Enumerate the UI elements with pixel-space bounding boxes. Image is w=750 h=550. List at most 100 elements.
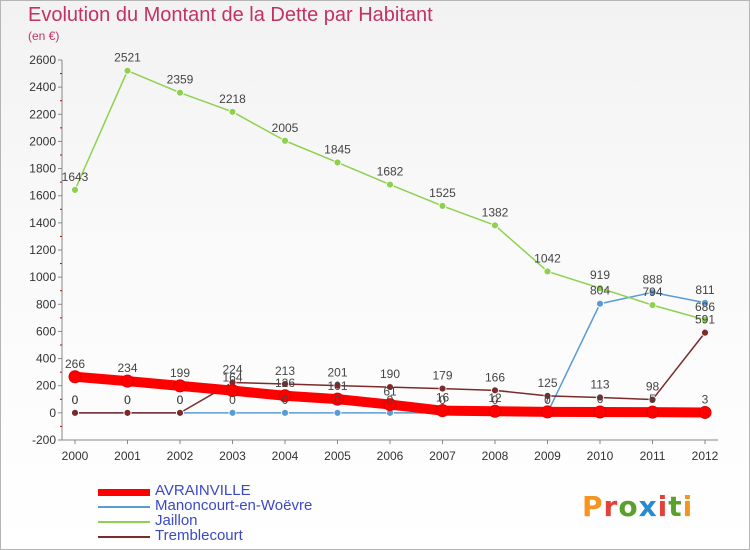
chart-title: Evolution du Montant de la Dette par Hab…: [28, 4, 433, 26]
data-label: 6: [597, 392, 604, 406]
data-point: [331, 392, 344, 406]
data-point: [386, 383, 394, 391]
data-label: 126: [275, 376, 295, 390]
y-tick-label: 400: [36, 352, 56, 366]
legend-label: Manoncourt-en-Woëvre: [155, 497, 313, 514]
data-label: 224: [222, 362, 242, 376]
y-tick-label: 1400: [29, 216, 56, 230]
data-point: [68, 370, 82, 384]
logo-letter: x: [638, 490, 658, 523]
x-tick-label: 2003: [219, 449, 246, 463]
data-label: 0: [334, 393, 341, 407]
data-label: 2359: [167, 73, 194, 87]
data-label: 0: [177, 393, 184, 407]
data-point: [436, 404, 449, 418]
data-point: [278, 389, 292, 403]
data-label: 888: [642, 272, 662, 286]
data-label: 0: [72, 393, 79, 407]
logo-letter: i: [682, 490, 694, 523]
y-tick-label: 1600: [29, 189, 56, 203]
data-point: [438, 384, 447, 393]
data-label: 101: [327, 379, 347, 393]
series-line-jaillon: [74, 69, 706, 321]
logo-letter: P: [582, 490, 604, 523]
data-point: [281, 408, 289, 417]
data-label: 5: [649, 392, 656, 406]
y-tick-label: 2400: [29, 80, 56, 94]
data-point: [701, 328, 709, 337]
data-point: [596, 299, 604, 308]
data-label: 98: [646, 380, 660, 394]
data-label: 266: [65, 357, 85, 371]
data-label: 166: [485, 370, 505, 384]
x-tick-label: 2006: [377, 449, 404, 463]
proxiti-logo: Proxiti: [582, 490, 693, 523]
data-label: 0: [439, 393, 446, 407]
data-label: 164: [222, 371, 242, 385]
data-label: 0: [72, 393, 79, 407]
data-label: 190: [380, 367, 400, 381]
logo-letter: i: [657, 490, 669, 523]
data-label: 919: [590, 268, 610, 282]
data-point: [228, 408, 237, 417]
y-tick-label: 600: [36, 324, 56, 338]
data-point: [646, 405, 659, 419]
y-tick-label: 800: [36, 297, 56, 311]
chart-subtitle: (en €): [28, 29, 60, 43]
data-point: [701, 315, 709, 324]
y-tick-label: 2000: [29, 134, 56, 148]
data-label: 2521: [114, 51, 141, 65]
data-point: [173, 379, 187, 393]
data-point: [333, 158, 342, 167]
data-label: 0: [544, 393, 551, 407]
y-tick-label: 1000: [29, 270, 56, 284]
data-point: [176, 88, 184, 97]
data-point: [386, 180, 394, 189]
data-label: 113: [590, 378, 609, 392]
data-label: 804: [590, 284, 610, 298]
data-label: 199: [170, 366, 190, 380]
data-label: 1042: [534, 251, 561, 265]
logo-letter: t: [668, 490, 683, 523]
data-point: [543, 267, 552, 276]
y-tick-label: -200: [32, 433, 56, 447]
data-label: 1643: [62, 170, 89, 184]
data-label: 0: [282, 393, 289, 407]
data-label: 234: [117, 361, 137, 375]
data-point: [123, 408, 132, 417]
data-label: 201: [327, 366, 347, 380]
data-point: [333, 381, 342, 390]
data-point: [281, 136, 289, 145]
data-label: 0: [387, 393, 394, 407]
data-point: [701, 298, 709, 307]
y-tick-label: 0: [49, 406, 56, 420]
data-point: [648, 288, 657, 297]
data-point: [71, 408, 79, 417]
data-point: [596, 284, 604, 293]
logo-letter: r: [603, 490, 619, 523]
data-label: 213: [275, 364, 295, 378]
data-point: [71, 185, 79, 194]
x-tick-label: 2002: [167, 449, 194, 463]
legend-label: Jaillon: [155, 512, 198, 529]
y-tick-label: 1200: [29, 243, 56, 257]
data-point: [383, 398, 397, 412]
legend-swatch: [98, 521, 150, 523]
y-tick-label: 1800: [29, 162, 56, 176]
data-label: 12: [488, 391, 502, 405]
data-point: [698, 405, 712, 419]
data-point: [333, 408, 342, 417]
x-tick-label: 2011: [640, 449, 666, 463]
x-tick-label: 2005: [324, 449, 351, 463]
data-point: [491, 221, 499, 230]
data-point: [593, 405, 607, 419]
data-point: [281, 380, 289, 388]
x-tick-label: 2012: [692, 449, 719, 463]
legend-label: AVRAINVILLE: [155, 482, 251, 499]
data-point: [541, 405, 554, 419]
data-point: [438, 201, 447, 210]
data-label: 686: [695, 300, 715, 314]
data-label: 3: [702, 392, 709, 406]
data-label: 0: [124, 393, 131, 407]
